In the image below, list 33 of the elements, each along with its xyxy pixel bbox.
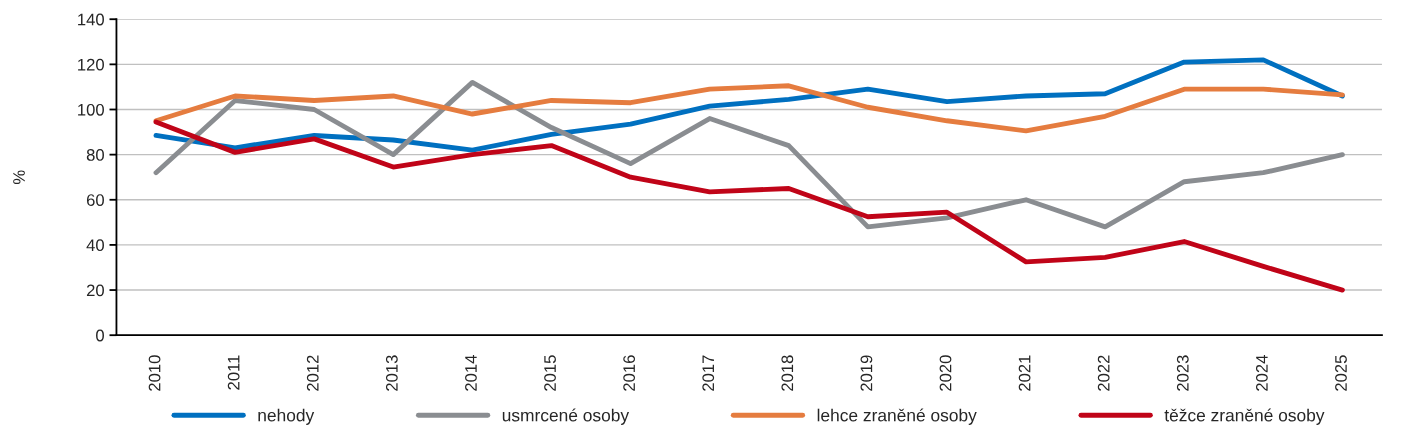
y-tick-label: 0: [96, 329, 104, 342]
x-tick-label: 2020: [939, 355, 952, 391]
legend-label: těžce zraněné osoby: [1164, 408, 1325, 425]
legend-label: usmrcené osoby: [502, 408, 630, 425]
y-tick-label: 20: [86, 284, 104, 297]
line-series: [153, 79, 1345, 230]
x-tick-label: 2024: [1255, 355, 1268, 391]
legend-label: nehody: [258, 408, 315, 425]
x-tick-label: 2016: [623, 355, 636, 391]
x-tick-label: 2019: [860, 355, 873, 391]
x-tick-label: 2014: [465, 355, 477, 391]
y-tick-label: 80: [86, 149, 104, 161]
x-tick-label: 2022: [1097, 355, 1110, 391]
x-tick-label: 2017: [702, 355, 715, 391]
x-tick-label: 2025: [1335, 355, 1347, 391]
x-tick-label: 2015: [544, 355, 556, 391]
x-tick-label: 2023: [1176, 355, 1189, 391]
y-tick-label: 140: [78, 13, 104, 26]
y-tick-label: 60: [86, 194, 104, 206]
legend-label: lehce zraněné osoby: [817, 408, 977, 425]
x-tick-label: 2018: [781, 355, 794, 391]
x-tick-label: 2011: [227, 355, 240, 390]
x-tick-label: 2021: [1018, 355, 1031, 391]
line-series: [153, 57, 1345, 153]
x-tick-label: 2013: [385, 355, 398, 391]
line-series: [153, 119, 1345, 293]
y-tick-label: 40: [86, 239, 104, 252]
x-tick-label: 2012: [306, 355, 319, 391]
y-tick-label: 100: [78, 103, 104, 116]
x-tick-label: 2010: [148, 355, 161, 391]
y-axis-title: %: [13, 170, 25, 185]
line-series: [153, 83, 1345, 134]
y-tick-label: 120: [78, 58, 104, 71]
